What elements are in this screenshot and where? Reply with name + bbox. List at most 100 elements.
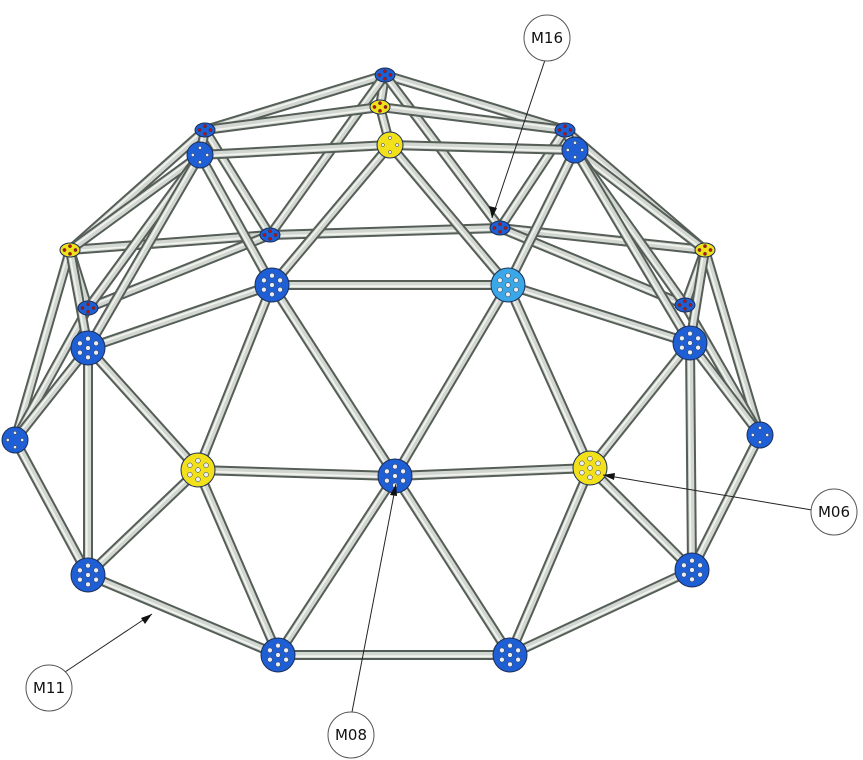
callout-m06-arrowhead	[603, 473, 615, 480]
hub-bolt	[195, 458, 201, 464]
strut-r2-re	[700, 245, 765, 440]
hub-bolt	[499, 647, 505, 653]
strut-body	[269, 282, 398, 479]
hub-body	[77, 300, 99, 316]
hub-bolt	[203, 462, 209, 468]
hub-bolt	[187, 472, 193, 478]
callout-m16-label: M16	[531, 29, 563, 47]
hub-body	[186, 141, 214, 169]
hub-bolt	[261, 277, 267, 283]
hub-br	[674, 552, 710, 588]
strut-highlight	[86, 348, 198, 472]
callout-m16-leader	[491, 59, 546, 219]
hub-bolt	[68, 252, 72, 256]
hub-bolt	[695, 345, 701, 351]
strut-body	[85, 467, 201, 578]
hub-bolt	[13, 445, 17, 449]
hub-center-bolt	[195, 467, 201, 473]
callout-m08-label: M08	[335, 726, 367, 744]
hub-bolt	[515, 657, 521, 663]
strut-highlight	[688, 342, 760, 437]
strut-highlight	[196, 283, 272, 471]
hub-bolt	[515, 647, 521, 653]
strut-body	[85, 152, 203, 351]
hub-bolt	[703, 252, 707, 256]
hub-bolt	[269, 273, 275, 279]
callout-m08: M08	[327, 483, 397, 759]
hub-body	[554, 122, 576, 138]
hub-bolt	[383, 105, 388, 109]
hub-rb1	[561, 136, 589, 164]
hub-bolt	[507, 661, 513, 667]
hub-center-bolt	[269, 282, 275, 288]
strut-highlight	[573, 149, 690, 345]
strut-highlight	[199, 145, 391, 157]
hub-bolt	[566, 148, 570, 152]
strut-rb1-b	[503, 145, 580, 290]
callout-m08-leader	[351, 483, 397, 713]
hub-bolt	[85, 354, 91, 361]
hub-bolt	[208, 128, 213, 132]
hub-bolt	[383, 69, 387, 74]
strut-body	[67, 232, 273, 253]
strut-highlight	[379, 105, 566, 130]
strut-a-b	[267, 280, 513, 290]
hub-bolt	[492, 226, 497, 230]
strut-body	[12, 345, 91, 443]
hub-center-bolt	[507, 652, 513, 658]
hub-bolt	[568, 128, 573, 132]
callout-group: M16 M06 M11 M08	[25, 14, 858, 759]
hub-bolt	[683, 299, 687, 303]
hub-bolt	[93, 340, 99, 346]
hub-yl	[180, 452, 216, 488]
strut-body	[377, 104, 568, 133]
hub-bolt	[683, 307, 687, 311]
hub-bolt	[283, 657, 289, 663]
callout-m11-bubble	[25, 664, 73, 712]
strut-highlight	[86, 575, 279, 657]
strut-highlight	[588, 468, 692, 572]
hub-bolt	[505, 273, 511, 279]
strut-rs-yr	[585, 338, 695, 473]
strut-group	[10, 70, 765, 660]
hub-bolt	[697, 572, 703, 578]
hub-bolt	[198, 160, 202, 164]
strut-y2-rb1	[385, 140, 580, 155]
strut-cb-yr	[390, 463, 595, 481]
hub-bolt	[267, 647, 273, 653]
strut-body	[687, 340, 695, 573]
strut-highlight	[196, 469, 278, 657]
strut-body	[195, 467, 281, 658]
hub-center-bolt	[85, 345, 91, 351]
hub-bolt	[688, 303, 693, 307]
strut-highlight	[198, 154, 272, 287]
hub-bolt	[62, 248, 67, 252]
hub-bolt	[579, 460, 585, 466]
hub-bolt	[579, 470, 585, 476]
strut-t-mr	[380, 70, 505, 233]
strut-b-rs	[503, 280, 695, 348]
strut-body	[202, 72, 388, 133]
strut-body	[587, 465, 695, 573]
hub-bolt	[513, 287, 519, 293]
hub-bolt	[681, 562, 687, 568]
hub-bolt	[203, 124, 207, 129]
hub-bolt	[384, 478, 390, 484]
strut-yr-br	[585, 463, 697, 575]
callout-m16-arrowhead	[489, 206, 497, 218]
strut-body	[572, 147, 693, 346]
hub-body	[694, 242, 716, 258]
hub-bolt	[587, 456, 593, 462]
hub-bolt	[195, 476, 201, 483]
strut-re-br	[687, 430, 765, 575]
strut-body	[67, 152, 203, 253]
hub-group	[1, 67, 774, 673]
strut-bb1-bb2	[273, 650, 515, 660]
strut-highlight	[506, 285, 691, 345]
hub-bolt	[765, 433, 770, 437]
hub-bolt	[384, 468, 390, 474]
hub-bolt	[503, 226, 508, 230]
hub-bolt	[261, 287, 267, 293]
strut-highlight	[204, 107, 381, 132]
